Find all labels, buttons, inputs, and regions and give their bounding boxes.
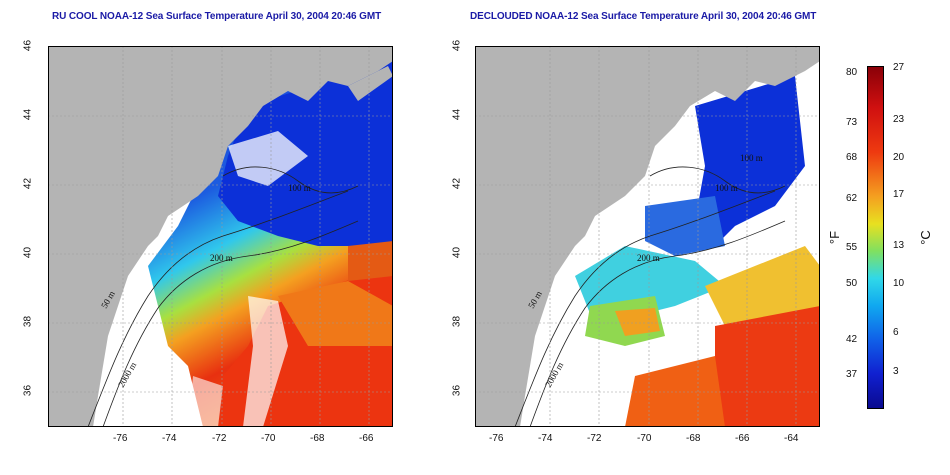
colorbar-f-label: 55 (846, 242, 858, 253)
x-tick: -70 (637, 433, 652, 444)
colorbar-c-label: 10 (893, 278, 905, 289)
y-tick: 42 (451, 177, 463, 190)
y-tick: 44 (22, 108, 34, 121)
x-tick: -76 (489, 433, 504, 444)
x-tick: -72 (212, 433, 227, 444)
y-tick: 36 (22, 384, 34, 397)
colorbar-c-label: 27 (893, 62, 905, 73)
colorbar-c-label: 3 (893, 366, 899, 377)
x-tick: -68 (310, 433, 325, 444)
x-tick: -64 (784, 433, 799, 444)
y-tick: 40 (451, 246, 463, 259)
x-tick: -66 (359, 433, 374, 444)
x-tick: -74 (538, 433, 553, 444)
celsius-unit-label: °C (917, 230, 933, 245)
right-contour-label-200m: 200 m (637, 253, 660, 263)
y-tick: 40 (22, 246, 34, 259)
colorbar-f-label: 62 (846, 193, 858, 204)
y-tick: 38 (22, 315, 34, 328)
y-tick: 42 (22, 177, 34, 190)
right-map-title: DECLOUDED NOAA-12 Sea Surface Temperatur… (470, 11, 817, 22)
left-contour-label-200m: 200 m (210, 253, 233, 263)
y-tick: 44 (451, 108, 463, 121)
x-tick: -76 (113, 433, 128, 444)
y-tick: 46 (451, 39, 463, 52)
colorbar-c-label: 23 (893, 114, 905, 125)
fahrenheit-unit-label: °F (827, 230, 843, 245)
y-tick: 36 (451, 384, 463, 397)
colorbar-f-label: 37 (846, 369, 858, 380)
colorbar-f-label: 68 (846, 152, 858, 163)
right-contour-label-100m-a: 100 m (715, 183, 738, 193)
colorbar-f-label: 73 (846, 117, 858, 128)
colorbar-c-label: 20 (893, 152, 905, 163)
x-tick: -70 (261, 433, 276, 444)
temperature-colorbar (867, 66, 884, 409)
colorbar-f-label: 80 (846, 67, 858, 78)
left-map-title: RU COOL NOAA-12 Sea Surface Temperature … (52, 11, 382, 22)
right-sst-map: 50 m 2000 m 200 m 100 m 100 m (475, 46, 820, 427)
y-tick: 38 (451, 315, 463, 328)
right-contour-label-100m-b: 100 m (740, 153, 763, 163)
x-tick: -68 (686, 433, 701, 444)
left-sst-map: 50 m 2000 m 200 m 100 m (48, 46, 393, 427)
colorbar-f-label: 42 (846, 334, 858, 345)
colorbar-f-label: 50 (846, 278, 858, 289)
x-tick: -72 (587, 433, 602, 444)
x-tick: -74 (162, 433, 177, 444)
x-tick: -66 (735, 433, 750, 444)
colorbar-c-label: 6 (893, 327, 899, 338)
left-map-svg: 50 m 2000 m 200 m 100 m (48, 46, 393, 427)
colorbar-c-label: 17 (893, 189, 905, 200)
left-contour-label-100m: 100 m (288, 183, 311, 193)
colorbar-c-label: 13 (893, 240, 905, 251)
y-tick: 46 (22, 39, 34, 52)
right-map-svg: 50 m 2000 m 200 m 100 m 100 m (475, 46, 820, 427)
